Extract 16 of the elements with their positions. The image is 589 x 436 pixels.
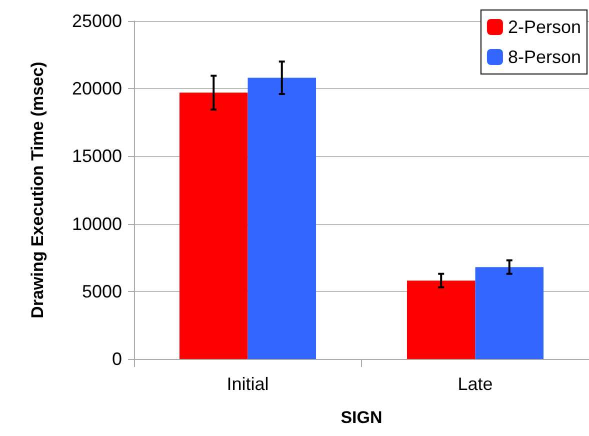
y-tick-label: 10000 [72, 214, 122, 234]
y-tick-label: 20000 [72, 78, 122, 99]
legend-label: 8-Person [508, 47, 582, 67]
y-tick-label: 25000 [72, 11, 122, 31]
bar [248, 78, 316, 359]
y-axis-title: Drawing Execution Time (msec) [28, 62, 47, 318]
bar [475, 267, 544, 359]
legend-label: 2-Person [508, 17, 582, 37]
bar [407, 280, 476, 359]
x-tick-label: Late [458, 374, 493, 394]
x-tick-label: Initial [226, 374, 269, 394]
x-axis-title: SIGN [340, 408, 382, 427]
y-tick-label: 5000 [82, 281, 122, 302]
y-tick-label: 0 [112, 349, 122, 369]
bar [180, 92, 248, 359]
y-tick-label: 15000 [72, 146, 122, 166]
